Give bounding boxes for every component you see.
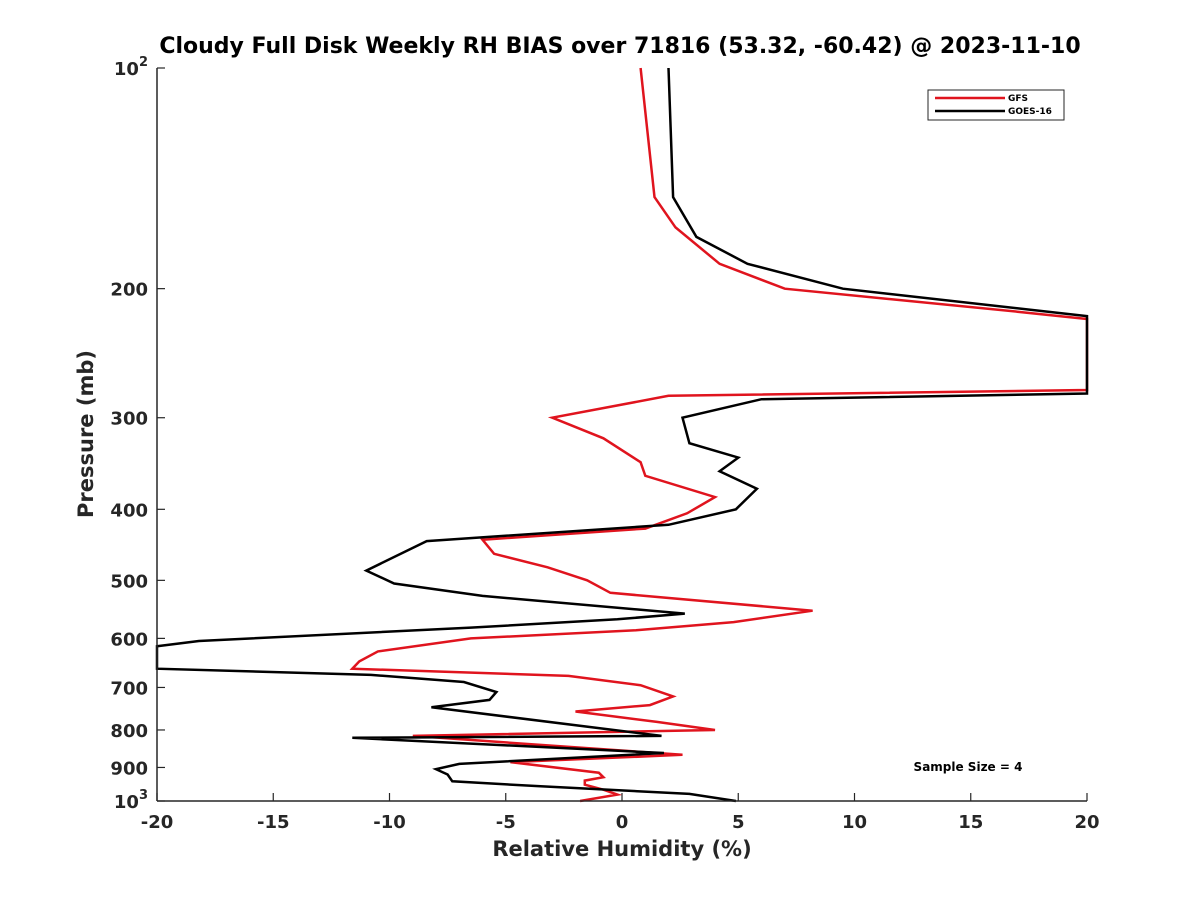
legend-box — [927, 89, 1065, 121]
x-tick-label: 15 — [958, 812, 983, 833]
y-tick-label: 700 — [110, 678, 148, 699]
chart-title: Cloudy Full Disk Weekly RH BIAS over 718… — [159, 34, 1080, 59]
plot-area — [157, 68, 1087, 801]
x-tick-label: 10 — [842, 812, 867, 833]
y-tick-label: 500 — [110, 571, 148, 592]
x-tick-label: 5 — [732, 812, 745, 833]
x-tick-label: -15 — [257, 812, 290, 833]
y-tick-label: 102 — [114, 55, 148, 80]
x-tick-label: -20 — [141, 812, 174, 833]
legend: GFS GOES-16 — [927, 89, 1065, 121]
y-tick-label: 200 — [110, 280, 148, 301]
x-tick-label: 20 — [1074, 812, 1099, 833]
x-tick-label: 0 — [616, 812, 629, 833]
y-axis-label: Pressure (mb) — [74, 350, 98, 518]
y-tick-label: 900 — [110, 758, 148, 779]
sample-size-annotation: Sample Size = 4 — [914, 760, 1023, 774]
legend-label-gfs: GFS — [1008, 94, 1028, 104]
y-tick-label: 400 — [110, 500, 148, 521]
y-tick-label: 300 — [110, 409, 148, 430]
x-ticks: -20 -15 -10 -5 0 5 10 15 20 — [141, 793, 1100, 833]
x-tick-label: -10 — [373, 812, 406, 833]
y-ticks: 102 200 300 400 500 600 700 800 900 103 — [110, 55, 165, 813]
series-line-gfs — [349, 67, 1089, 803]
series-layer — [155, 67, 1089, 803]
x-axis-label: Relative Humidity (%) — [492, 837, 751, 861]
legend-label-goes-16: GOES-16 — [1008, 107, 1052, 117]
x-tick-label: -5 — [496, 812, 516, 833]
y-tick-label: 800 — [110, 721, 148, 742]
y-tick-label: 600 — [110, 629, 148, 650]
y-tick-label: 103 — [114, 788, 148, 813]
series-line-goes-16 — [155, 67, 1089, 803]
